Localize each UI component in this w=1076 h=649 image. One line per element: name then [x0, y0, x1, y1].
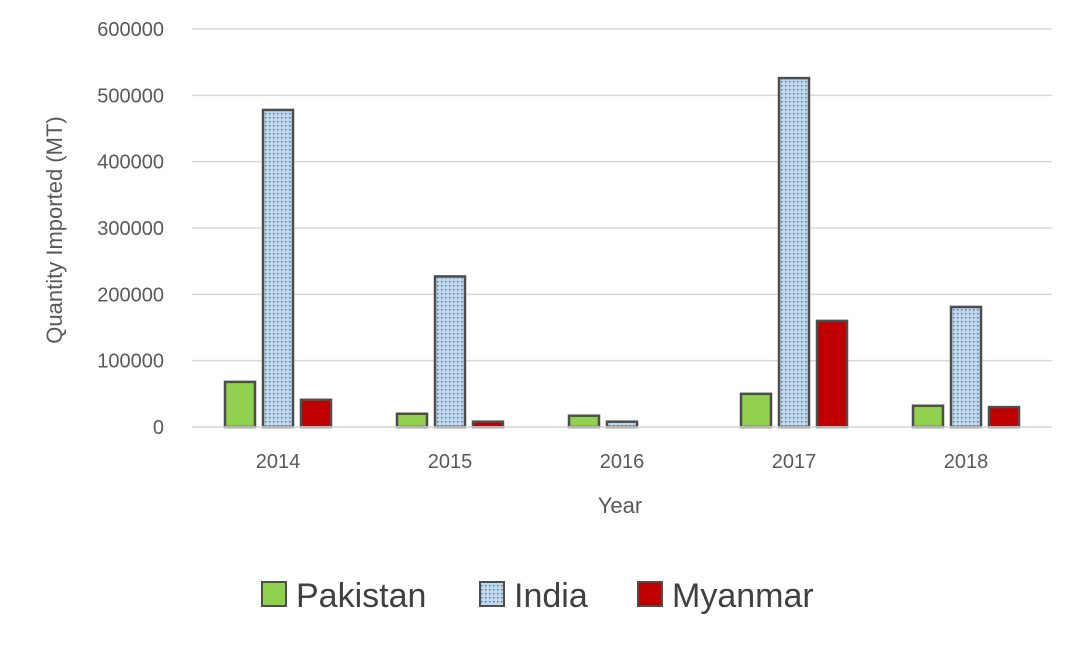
- y-tick-label: 500000: [97, 85, 164, 107]
- legend-label-india: India: [514, 577, 588, 615]
- bar-myanmar-2017: [815, 319, 849, 429]
- y-tick-label: 600000: [97, 19, 164, 41]
- x-axis-title: Year: [598, 493, 642, 518]
- bar-myanmar-2018: [987, 405, 1021, 429]
- x-tick-label: 2017: [772, 451, 817, 473]
- y-tick-label: 0: [153, 417, 164, 439]
- y-axis-title: Quantity Imported (MT): [42, 116, 67, 343]
- y-tick-label: 200000: [97, 284, 164, 306]
- bar-myanmar-2014: [299, 398, 333, 429]
- bar-pakistan-2017: [739, 392, 773, 429]
- bar-pakistan-2018: [911, 404, 945, 429]
- y-tick-label: 300000: [97, 218, 164, 240]
- x-tick-label: 2015: [428, 451, 473, 473]
- legend-label-myanmar: Myanmar: [672, 577, 814, 615]
- legend: Pakistan India Myanmar: [261, 577, 814, 615]
- gridlines: [192, 28, 1052, 428]
- legend-swatch-india: [479, 581, 505, 607]
- bar-india-2017: [777, 76, 811, 429]
- bar-india-2016: [605, 420, 639, 429]
- legend-swatch-myanmar: [637, 581, 663, 607]
- bar-pakistan-2014: [223, 380, 257, 429]
- legend-swatch-pakistan: [261, 581, 287, 607]
- bar-pakistan-2015: [395, 412, 429, 429]
- x-tick-label: 2016: [600, 451, 645, 473]
- bar-india-2014: [261, 108, 295, 429]
- x-tick-label: 2014: [256, 451, 301, 473]
- bar-pakistan-2016: [567, 414, 601, 429]
- bars: [192, 76, 1052, 429]
- bar-india-2015: [433, 275, 467, 429]
- y-tick-label: 400000: [97, 152, 164, 174]
- bar-india-2018: [949, 305, 983, 429]
- legend-label-pakistan: Pakistan: [296, 577, 426, 615]
- y-axis-ticks: 0 100000 200000 300000 400000 500000 600000: [97, 19, 164, 439]
- y-tick-label: 100000: [97, 351, 164, 373]
- bar-myanmar-2015: [471, 420, 505, 429]
- x-tick-label: 2018: [944, 451, 989, 473]
- x-axis-ticks: 2014 2015 2016 2017 2018: [256, 451, 989, 473]
